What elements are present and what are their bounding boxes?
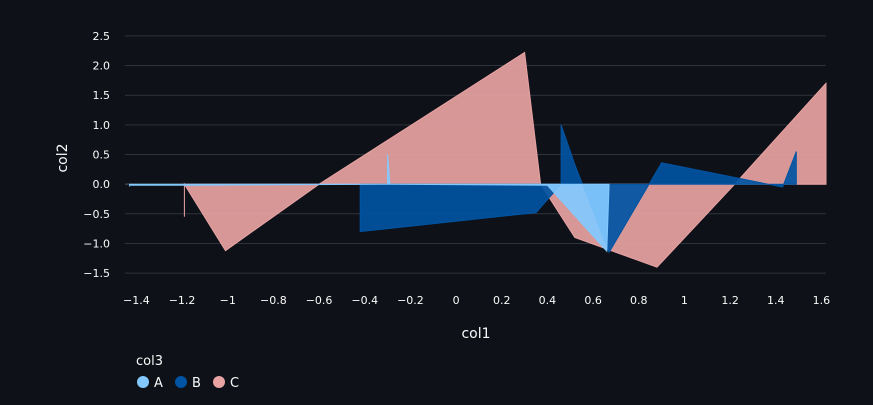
legend-label-a[interactable]: A xyxy=(154,376,163,391)
y-tick-label: −1.5 xyxy=(83,267,110,280)
x-tick-label: 0.2 xyxy=(493,294,511,307)
area-series-c xyxy=(183,51,827,268)
x-tick-label: −1.4 xyxy=(123,294,150,307)
x-tick-label: 0.8 xyxy=(630,294,648,307)
x-tick-label: −1.2 xyxy=(169,294,196,307)
legend: col3 A B C xyxy=(136,354,239,391)
x-tick-label: 0.6 xyxy=(584,294,602,307)
legend-marker-b[interactable] xyxy=(175,376,187,388)
x-tick-label: −0.2 xyxy=(397,294,424,307)
x-tick-label: 0.4 xyxy=(539,294,557,307)
series-layer xyxy=(129,51,827,268)
y-tick-label: 2.0 xyxy=(93,60,111,73)
legend-label-c[interactable]: C xyxy=(230,376,239,391)
x-axis-title: col1 xyxy=(461,326,490,342)
x-tick-label: −0.8 xyxy=(260,294,287,307)
x-tick-label: 1.2 xyxy=(721,294,739,307)
x-tick-label: 1.6 xyxy=(813,294,831,307)
y-tick-label: 1.5 xyxy=(93,89,111,102)
y-tick-label: 0.0 xyxy=(93,178,111,191)
legend-label-b[interactable]: B xyxy=(192,376,201,391)
x-tick-label: 0 xyxy=(453,294,460,307)
y-axis: 2.5 2.0 1.5 1.0 0.5 0.0 −0.5 −1.0 −1.5 xyxy=(83,30,110,280)
legend-title: col3 xyxy=(136,354,163,369)
legend-marker-c[interactable] xyxy=(213,376,225,388)
y-tick-label: −1.0 xyxy=(83,237,110,250)
x-tick-label: 1 xyxy=(681,294,688,307)
x-tick-label: −0.6 xyxy=(306,294,333,307)
x-tick-label: −0.4 xyxy=(351,294,378,307)
y-tick-label: 1.0 xyxy=(93,119,111,132)
legend-marker-a[interactable] xyxy=(137,376,149,388)
y-tick-label: 2.5 xyxy=(93,30,111,43)
y-tick-label: −0.5 xyxy=(83,208,110,221)
y-axis-title: col2 xyxy=(55,143,71,172)
area-series-a xyxy=(129,154,610,253)
x-axis: −1.4 −1.2 −1 −0.8 −0.6 −0.4 −0.2 0 0.2 0.4 0.6 0.8 1… xyxy=(123,294,830,307)
y-tick-label: 0.5 xyxy=(93,149,111,162)
x-tick-label: 1.4 xyxy=(767,294,785,307)
x-tick-label: −1 xyxy=(220,294,236,307)
